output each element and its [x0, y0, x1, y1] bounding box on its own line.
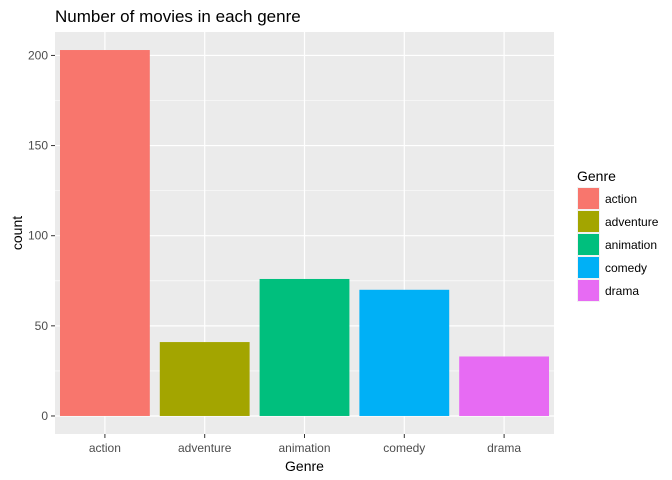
- x-axis: action adventure animation comedy drama: [89, 434, 521, 455]
- legend-key-adventure: [578, 211, 599, 232]
- legend-title: Genre: [577, 168, 616, 184]
- x-axis-title: Genre: [285, 458, 324, 474]
- legend-label: drama: [605, 284, 639, 298]
- x-tick-label: comedy: [383, 441, 425, 455]
- legend-key-animation: [578, 234, 599, 255]
- bars: [59, 50, 550, 416]
- y-tick-label: 200: [28, 48, 48, 62]
- x-tick-label: adventure: [178, 441, 232, 455]
- legend-key-drama: [578, 280, 599, 301]
- legend-label: animation: [605, 238, 657, 252]
- bar-comedy: [359, 289, 450, 416]
- legend-label: action: [605, 192, 637, 206]
- x-tick-label: animation: [278, 441, 330, 455]
- y-tick-label: 100: [28, 229, 48, 243]
- legend-key-action: [578, 188, 599, 209]
- legend-label: comedy: [605, 261, 647, 275]
- y-axis-title: count: [9, 216, 25, 250]
- x-tick-label: drama: [487, 441, 521, 455]
- y-tick-label: 150: [28, 139, 48, 153]
- x-tick-label: action: [89, 441, 121, 455]
- y-tick-label: 50: [35, 319, 49, 333]
- bar-animation: [259, 278, 350, 416]
- y-axis: 0 50 100 150 200: [28, 48, 55, 423]
- y-tick-label: 0: [41, 409, 48, 423]
- chart-title: Number of movies in each genre: [55, 7, 301, 26]
- bar-drama: [459, 356, 550, 416]
- bar-adventure: [159, 342, 250, 416]
- legend-label: adventure: [605, 215, 659, 229]
- legend: Genre action adventure animation comedy dram…: [577, 168, 659, 302]
- legend-key-comedy: [578, 257, 599, 278]
- bar-action: [59, 50, 150, 416]
